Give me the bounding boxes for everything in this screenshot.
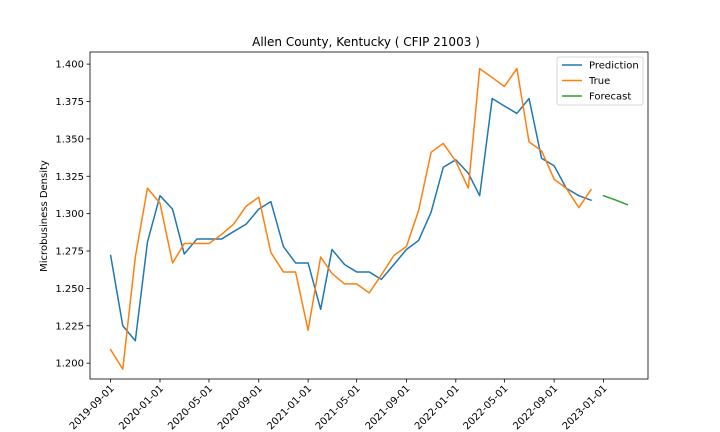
- y-tick-label: 1.400: [55, 60, 84, 71]
- plot-frame: [89, 51, 649, 380]
- legend-label-true: True: [588, 76, 610, 87]
- y-tick-label: 1.275: [55, 247, 84, 258]
- y-tick-label: 1.300: [55, 209, 84, 220]
- series-line-prediction: [109, 97, 592, 342]
- legend-label-forecast: Forecast: [589, 92, 631, 103]
- y-tick-label: 1.200: [55, 359, 84, 370]
- series-line-true: [109, 67, 592, 370]
- y-axis-ticks: 1.200 1.225 1.250 1.275 1.300 1.325 1.350 1.375…: [55, 60, 90, 370]
- legend: Prediction True Forecast: [556, 56, 644, 106]
- series-line-forecast: [602, 194, 629, 206]
- y-axis-label: Microbusiness Density: [39, 160, 50, 272]
- y-tick-label: 1.250: [55, 284, 84, 295]
- legend-box: [556, 56, 644, 106]
- legend-label-prediction: Prediction: [589, 61, 639, 72]
- y-tick-label: 1.325: [55, 172, 84, 183]
- chart-title: Allen County, Kentucky ( CFIP 21003 ): [252, 35, 480, 49]
- y-tick-label: 1.375: [55, 97, 84, 108]
- series-lines: [109, 67, 629, 370]
- y-tick-label: 1.225: [55, 321, 84, 332]
- y-tick-label: 1.350: [55, 134, 84, 145]
